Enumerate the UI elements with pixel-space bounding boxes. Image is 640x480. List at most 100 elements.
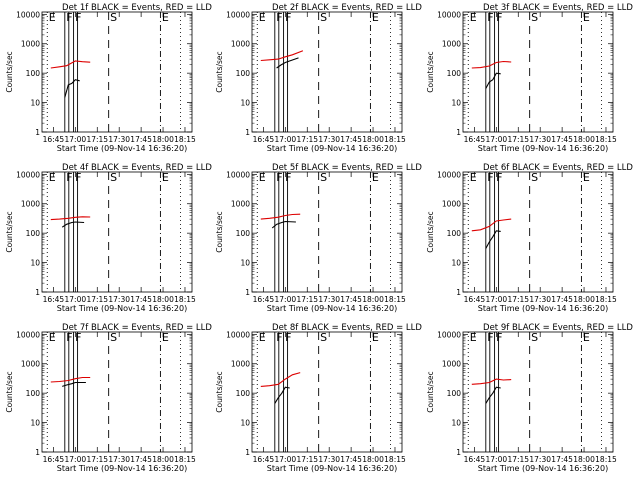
y-tick-label: 100 [447, 229, 462, 238]
x-tick-label: 16:45 [253, 135, 275, 144]
marker-label: F [66, 11, 72, 24]
x-tick-label: 16:45 [43, 455, 65, 464]
panel-title: Det 1f BLACK = Events, RED = LLD [62, 3, 212, 13]
x-tick-label: 17:15 [296, 135, 318, 144]
y-tick-label: 1000 [442, 360, 461, 369]
x-tick-label: 16:45 [253, 295, 275, 304]
panel-title: Det 3f BLACK = Events, RED = LLD [483, 3, 633, 13]
y-tick-label: 1 [35, 288, 40, 297]
x-tick-label: 18:15 [174, 455, 196, 464]
x-axis-label: Start Time (09-Nov-14 16:36:20) [267, 304, 397, 313]
x-tick-label: 17:00 [65, 455, 87, 464]
marker-label: F [487, 331, 493, 344]
series-lld-line [50, 216, 91, 221]
panel-title: Det 6f BLACK = Events, RED = LLD [483, 163, 633, 173]
x-tick-label: 17:45 [340, 455, 362, 464]
series-events-line [64, 79, 80, 98]
marker-label: S [110, 331, 117, 344]
y-tick-label: 10000 [16, 10, 40, 19]
y-tick-label: 10 [240, 259, 250, 268]
panel-title: Det 2f BLACK = Events, RED = LLD [272, 3, 422, 13]
y-tick-label: 1 [245, 448, 250, 457]
x-tick-label: 18:15 [384, 455, 406, 464]
plot-frame [251, 171, 403, 293]
x-tick-label: 16:45 [464, 135, 486, 144]
y-tick-label: 100 [236, 69, 251, 78]
x-tick-label: 17:00 [65, 295, 87, 304]
marker-label: E [372, 331, 379, 344]
marker-label: F [75, 11, 81, 24]
marker-label: F [285, 331, 291, 344]
y-tick-label: 10 [451, 99, 461, 108]
x-tick-label: 17:45 [130, 295, 152, 304]
x-tick-label: 17:00 [275, 135, 297, 144]
x-axis-label: Start Time (09-Nov-14 16:36:20) [478, 304, 608, 313]
x-tick-label: 17:45 [130, 455, 152, 464]
x-tick-label: 18:15 [384, 135, 406, 144]
plot-frame [462, 331, 614, 453]
y-axis-label: Counts/sec [5, 211, 14, 252]
y-tick-label: 10 [240, 419, 250, 428]
x-tick-label: 17:45 [551, 455, 573, 464]
y-tick-label: 1 [456, 288, 461, 297]
marker-label: F [285, 171, 291, 184]
y-tick-label: 1000 [21, 360, 40, 369]
x-tick-label: 18:00 [573, 295, 595, 304]
y-tick-label: 10000 [437, 10, 461, 19]
y-tick-label: 10 [451, 419, 461, 428]
y-axis-label: Counts/sec [426, 211, 435, 252]
marker-label: E [583, 331, 590, 344]
marker-label: S [531, 171, 538, 184]
x-tick-label: 17:30 [108, 455, 130, 464]
marker-label: F [496, 331, 502, 344]
panel-9: Det 9f BLACK = Events, RED = LLD 1 10 100 10… [426, 323, 633, 473]
x-tick-label: 17:00 [275, 455, 297, 464]
x-tick-label: 16:45 [43, 295, 65, 304]
marker-label: F [496, 11, 502, 24]
y-axis-label: Counts/sec [426, 371, 435, 412]
plot-frame [462, 171, 614, 293]
marker-label: E [372, 171, 379, 184]
marker-label: F [496, 171, 502, 184]
series-lld-line [260, 213, 301, 220]
y-tick-label: 10000 [226, 10, 250, 19]
y-tick-label: 10000 [437, 330, 461, 339]
marker-label: F [276, 331, 282, 344]
marker-label: E [162, 171, 169, 184]
y-tick-label: 10 [30, 99, 40, 108]
series-events-line [271, 220, 296, 229]
x-tick-label: 16:45 [43, 135, 65, 144]
marker-label: F [66, 331, 72, 344]
y-tick-label: 10000 [16, 330, 40, 339]
x-tick-label: 17:45 [340, 135, 362, 144]
marker-label: S [320, 171, 327, 184]
x-tick-label: 17:45 [551, 295, 573, 304]
marker-label: F [276, 11, 282, 24]
series-events-line [485, 386, 501, 404]
y-tick-label: 10 [451, 259, 461, 268]
y-tick-label: 1 [35, 128, 40, 137]
marker-label: F [75, 171, 81, 184]
marker-label: S [110, 11, 117, 24]
y-axis-label: Counts/sec [215, 51, 224, 92]
panel-4: Det 4f BLACK = Events, RED = LLD 1 10 100 10… [5, 163, 212, 313]
x-tick-label: 18:00 [573, 455, 595, 464]
plot-frame [41, 11, 193, 133]
x-axis-label: Start Time (09-Nov-14 16:36:20) [57, 144, 187, 153]
y-tick-label: 100 [26, 69, 41, 78]
marker-label: F [66, 171, 72, 184]
marker-label: S [320, 11, 327, 24]
panel-title: Det 5f BLACK = Events, RED = LLD [272, 163, 422, 173]
y-axis-label: Counts/sec [426, 51, 435, 92]
y-tick-label: 10000 [226, 330, 250, 339]
x-axis-label: Start Time (09-Nov-14 16:36:20) [478, 144, 608, 153]
x-tick-label: 17:30 [318, 135, 340, 144]
marker-label: F [487, 171, 493, 184]
marker-label: F [285, 11, 291, 24]
panel-8: Det 8f BLACK = Events, RED = LLD 1 10 100 10… [215, 323, 422, 473]
x-tick-label: 18:00 [362, 455, 384, 464]
x-tick-label: 17:00 [486, 455, 508, 464]
marker-label: E [470, 171, 477, 184]
x-tick-label: 17:15 [86, 135, 108, 144]
